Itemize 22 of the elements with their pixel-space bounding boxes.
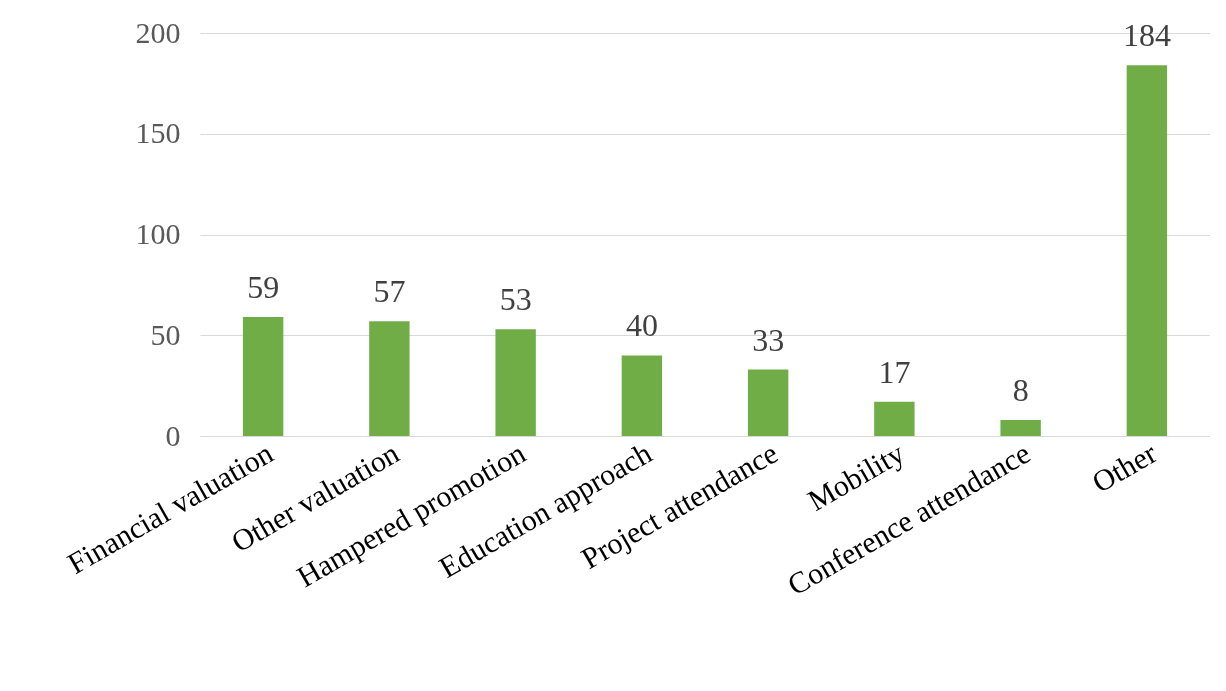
y-tick-label: 100 xyxy=(135,217,181,250)
data-label: 40 xyxy=(625,307,658,344)
data-label: 184 xyxy=(1122,17,1171,54)
y-tick-label: 200 xyxy=(135,15,181,49)
bar xyxy=(242,317,284,436)
data-label: 53 xyxy=(499,281,532,318)
bar xyxy=(874,401,915,436)
bar xyxy=(1000,419,1041,436)
bar xyxy=(747,369,789,436)
bar xyxy=(369,321,410,436)
data-label: 17 xyxy=(878,353,911,390)
bar xyxy=(495,329,536,436)
bar xyxy=(621,355,663,436)
data-label: 59 xyxy=(247,269,280,306)
bar xyxy=(1126,65,1168,436)
y-tick-label: 150 xyxy=(135,116,181,150)
data-label: 33 xyxy=(752,321,785,358)
data-label: 8 xyxy=(1012,371,1029,408)
x-tick-label: Other xyxy=(1086,435,1162,499)
y-tick-label: 0 xyxy=(165,418,181,452)
data-label: 57 xyxy=(373,273,406,310)
y-tick-label: 50 xyxy=(150,317,181,351)
